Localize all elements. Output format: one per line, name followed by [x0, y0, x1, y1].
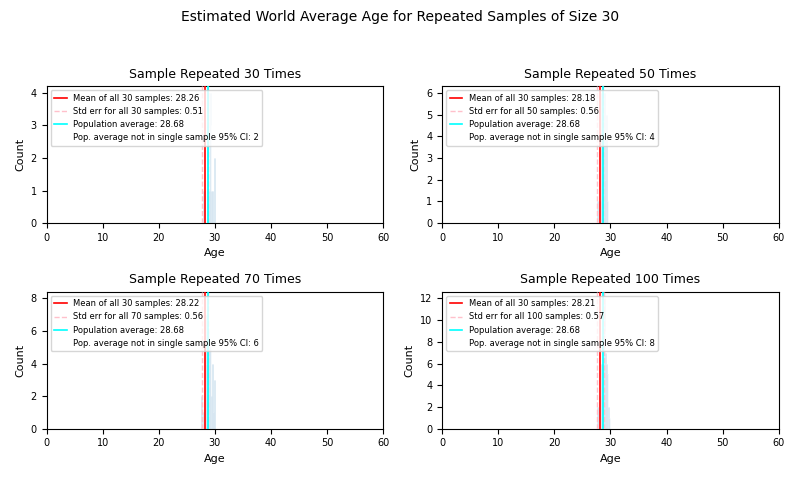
Legend: Mean of all 30 samples: 28.22, Std err for all 70 samples: 0.56, Population aver: Mean of all 30 samples: 28.22, Std err f…	[50, 296, 262, 351]
Title: Sample Repeated 100 Times: Sample Repeated 100 Times	[521, 274, 701, 286]
Legend: Mean of all 30 samples: 28.21, Std err for all 100 samples: 0.57, Population ave: Mean of all 30 samples: 28.21, Std err f…	[446, 296, 658, 351]
Title: Sample Repeated 30 Times: Sample Repeated 30 Times	[129, 68, 301, 81]
Text: Estimated World Average Age for Repeated Samples of Size 30: Estimated World Average Age for Repeated…	[181, 10, 619, 23]
X-axis label: Age: Age	[600, 249, 622, 259]
Title: Sample Repeated 50 Times: Sample Repeated 50 Times	[524, 68, 697, 81]
Y-axis label: Count: Count	[15, 344, 25, 377]
X-axis label: Age: Age	[204, 249, 226, 259]
Legend: Mean of all 30 samples: 28.26, Std err for all 30 samples: 0.51, Population aver: Mean of all 30 samples: 28.26, Std err f…	[50, 91, 262, 146]
Y-axis label: Count: Count	[410, 138, 421, 171]
Y-axis label: Count: Count	[405, 344, 414, 377]
X-axis label: Age: Age	[204, 454, 226, 464]
X-axis label: Age: Age	[600, 454, 622, 464]
Title: Sample Repeated 70 Times: Sample Repeated 70 Times	[129, 274, 301, 286]
Y-axis label: Count: Count	[15, 138, 25, 171]
Legend: Mean of all 30 samples: 28.18, Std err for all 50 samples: 0.56, Population aver: Mean of all 30 samples: 28.18, Std err f…	[446, 91, 658, 146]
